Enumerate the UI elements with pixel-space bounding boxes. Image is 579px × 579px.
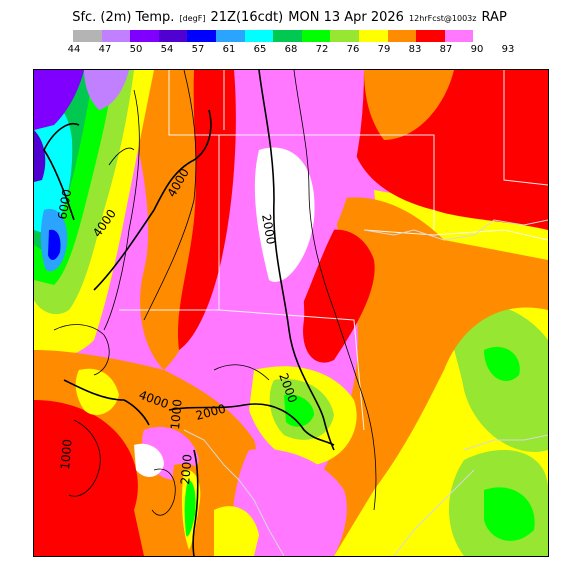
legend-swatch — [73, 30, 102, 42]
river-line-1 — [363, 219, 548, 241]
temp-region-lavender-mountains — [84, 70, 129, 110]
boundary-line-2 — [219, 134, 435, 230]
contour-label: 1000 — [58, 439, 75, 471]
legend-tick-label: 87 — [439, 44, 453, 55]
map-title: Sfc. (2m) Temp. [degF] 21Z(16cdt) MON 13… — [0, 6, 579, 25]
legend-swatch — [130, 30, 159, 42]
title-units: [degF] — [179, 14, 206, 23]
temp-region-orange-central — [274, 197, 548, 556]
legend-swatch — [387, 30, 417, 42]
temperature-map: 6000 4000 4000 2000 4000 2000 2000 1000 … — [33, 69, 549, 557]
contour-minor-4 — [333, 309, 377, 511]
legend-swatch — [273, 30, 302, 42]
contour-minor-7 — [213, 364, 270, 381]
map-canvas: 6000 4000 4000 2000 4000 2000 2000 1000 … — [34, 70, 548, 556]
contour-label: 6000 — [55, 188, 74, 221]
river-line-2 — [183, 429, 285, 556]
contour-6000 — [43, 123, 80, 221]
legend-swatch — [244, 30, 274, 42]
contour-minor-2 — [143, 70, 197, 321]
color-legend — [73, 30, 474, 42]
title-product: Sfc. (2m) Temp. — [72, 10, 175, 25]
legend-tick-label: 68 — [284, 44, 298, 55]
legend-swatch — [215, 30, 245, 42]
temp-region-green-south — [284, 394, 314, 427]
legend-tick-label: 72 — [315, 44, 329, 55]
temp-region-purple-mountains — [34, 70, 84, 130]
contour-minor-8 — [108, 147, 135, 166]
temp-region-green-southeast — [484, 487, 535, 541]
legend-tick-label: 79 — [377, 44, 391, 55]
contour-minor-3 — [293, 70, 335, 311]
temp-region-green-canyon — [184, 480, 196, 537]
title-date: MON 13 Apr 2026 — [288, 10, 404, 25]
legend-tick-label: 90 — [470, 44, 484, 55]
legend-swatch — [416, 30, 445, 42]
contour-minor-9 — [68, 419, 101, 497]
legend-tick-label: 57 — [191, 44, 205, 55]
contour-minor-5 — [53, 324, 110, 376]
boundary-line-5 — [363, 229, 548, 241]
legend-swatch — [101, 30, 131, 42]
legend-tick-label: 54 — [160, 44, 174, 55]
temp-region-red-west — [177, 70, 236, 350]
legend-tick-label: 76 — [346, 44, 360, 55]
legend-tick-label: 83 — [408, 44, 422, 55]
legend-swatch — [330, 30, 359, 42]
state-boundaries — [119, 70, 548, 431]
legend-tick-label: 93 — [501, 44, 515, 55]
temp-region-violet-mountains — [34, 130, 46, 182]
temp-region-green-east — [484, 346, 520, 381]
legend-ticks: 44 47 50 54 57 61 65 68 72 76 79 83 87 90 93 — [60, 44, 540, 56]
legend-tick-label: 65 — [253, 44, 267, 55]
contour-4000-south — [63, 379, 150, 426]
river-line-4 — [393, 469, 475, 556]
legend-tick-label: 61 — [222, 44, 236, 55]
legend-tick-label: 47 — [98, 44, 112, 55]
rivers-coastline — [183, 219, 548, 556]
contour-minor-6 — [151, 468, 176, 516]
contour-label: 1000 — [168, 399, 185, 431]
contour-label: 2000 — [178, 454, 195, 486]
title-run: 12hrFcst@1003z — [409, 14, 477, 23]
temp-region-yellow-southwest — [75, 368, 119, 415]
legend-tick-label: 44 — [67, 44, 81, 55]
contour-label: 2000 — [259, 213, 278, 246]
contour-1000 — [192, 449, 199, 556]
temp-region-red-southwest — [34, 400, 144, 556]
temp-region-blue-mountains — [48, 229, 61, 260]
temp-region-pink-south-2 — [296, 489, 333, 532]
contour-minor-1 — [103, 89, 140, 331]
elevation-contours — [43, 70, 377, 556]
legend-swatch — [301, 30, 331, 42]
contour-4000-west — [93, 109, 212, 291]
river-line-3 — [463, 434, 548, 451]
temp-region-white-plains — [254, 147, 315, 282]
legend-swatch — [444, 30, 474, 42]
temp-region-yellow-border — [214, 506, 259, 556]
legend-tick-label: 50 — [129, 44, 143, 55]
contour-2000-south — [168, 403, 335, 446]
boundary-line-6 — [503, 70, 548, 186]
boundary-line-1 — [168, 70, 220, 230]
contour-2000-main — [258, 70, 335, 451]
title-model: RAP — [481, 10, 507, 25]
legend-swatch — [187, 30, 216, 42]
legend-swatch — [358, 30, 388, 42]
temp-region-orange-north — [364, 70, 454, 140]
boundary-line-4 — [218, 309, 365, 431]
temp-region-red-central — [301, 229, 375, 363]
title-valid-time: 21Z(16cdt) — [210, 10, 284, 25]
legend-swatch — [158, 30, 188, 42]
temp-region-white-southwest — [134, 443, 164, 477]
